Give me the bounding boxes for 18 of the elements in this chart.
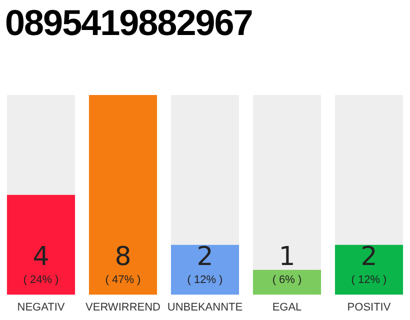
x-tick-label: VERWIRREND [86,301,161,314]
data-label: 1 [278,242,296,272]
annotation: ( 24% ) [23,274,59,286]
data-label: 2 [196,242,214,272]
data-label: 8 [114,242,132,272]
bar [252,270,322,295]
x-tick-label: POSITIV [347,301,392,314]
x-tick-label: UNBEKANNTE [167,301,243,314]
annotation: ( 12% ) [351,274,387,286]
x-tick-label: EGAL [272,301,302,314]
data-label: 4 [32,242,50,272]
annotation: ( 12% ) [187,274,223,286]
annotation: ( 6% ) [272,274,302,286]
x-tick-label: NEGATIV [17,301,66,314]
bar [88,95,158,295]
chart-title: 0895419882967 [5,2,252,44]
annotation: ( 47% ) [105,274,141,286]
data-label: 2 [360,242,378,272]
